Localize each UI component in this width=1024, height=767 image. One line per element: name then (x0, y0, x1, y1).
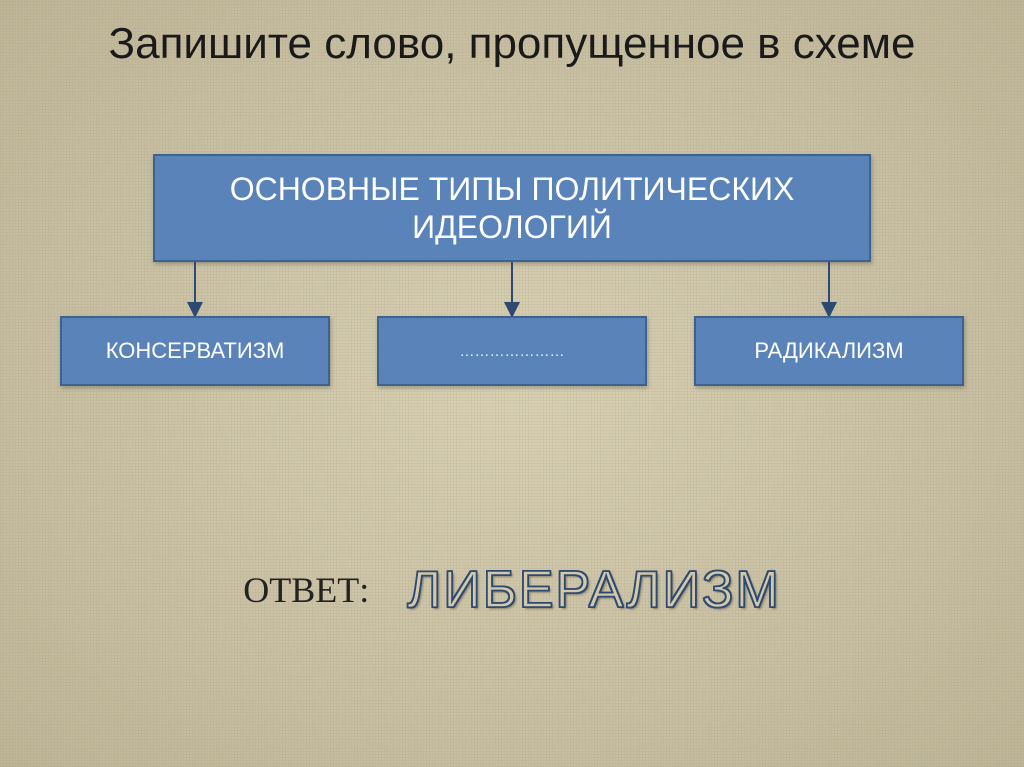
diagram-child-radicalism: РАДИКАЛИЗМ (694, 316, 964, 386)
diagram-header-text: ОСНОВНЫЕ ТИПЫ ПОЛИТИЧЕСКИХ ИДЕОЛОГИЙ (165, 170, 859, 247)
diagram-child-label: РАДИКАЛИЗМ (754, 338, 903, 364)
slide-title: Запишите слово, пропущенное в схеме (0, 18, 1024, 70)
diagram-child-label: ………………… (460, 343, 565, 360)
diagram-child-missing: ………………… (377, 316, 647, 386)
diagram-child-conservatism: КОНСЕРВАТИЗМ (60, 316, 330, 386)
answer-row: ОТВЕТ: ЛИБЕРАЛИЗМ (0, 560, 1024, 620)
diagram-child-label: КОНСЕРВАТИЗМ (106, 338, 285, 364)
slide: Запишите слово, пропущенное в схеме ОСНО… (0, 0, 1024, 767)
diagram-header-box: ОСНОВНЫЕ ТИПЫ ПОЛИТИЧЕСКИХ ИДЕОЛОГИЙ (153, 154, 871, 262)
answer-label: ОТВЕТ: (243, 569, 369, 611)
answer-value: ЛИБЕРАЛИЗМ (407, 560, 781, 620)
